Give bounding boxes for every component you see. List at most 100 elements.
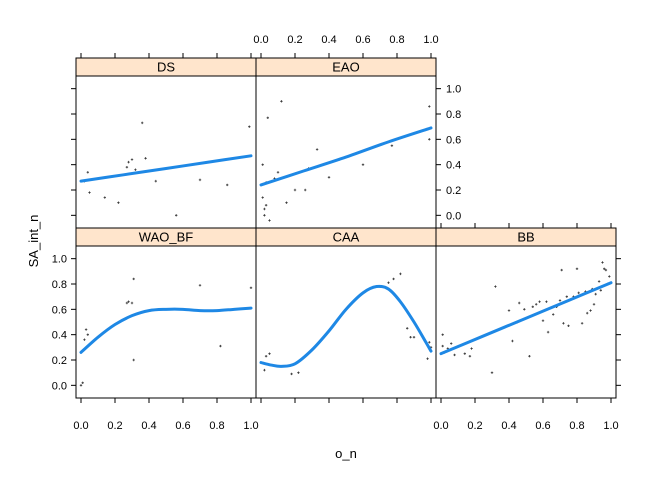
data-point-eao-11 [285, 201, 288, 204]
data-point-bb-39 [594, 292, 597, 296]
x-tick-label-bottom-c2-4: 0.8 [569, 420, 584, 432]
data-point-bb-18 [535, 303, 538, 306]
x-tick-label-bottom-c0-4: 0.8 [209, 420, 224, 432]
data-point-caa-0 [263, 368, 266, 372]
data-point-ds-1 [86, 171, 89, 174]
x-tick-label-bottom-c0-3: 0.6 [175, 420, 190, 432]
data-point-bb-5 [453, 353, 456, 357]
data-point-ds-2 [88, 191, 91, 194]
data-point-bb-10 [494, 285, 497, 288]
y-tick-label-right-5: 1.0 [446, 84, 461, 96]
data-point-bb-42 [601, 261, 604, 264]
x-tick-label-top-2: 0.4 [321, 34, 336, 46]
panel-wao_bf [75, 245, 257, 399]
data-point-bb-0 [441, 333, 444, 336]
data-point-wao_bf-12 [249, 286, 253, 289]
data-point-bb-41 [599, 289, 602, 292]
data-point-bb-29 [567, 324, 570, 327]
data-point-eao-19 [390, 144, 394, 147]
data-point-caa-4 [297, 371, 300, 374]
data-point-eao-3 [263, 214, 266, 217]
data-point-wao_bf-6 [127, 300, 130, 303]
data-point-ds-3 [103, 196, 106, 199]
data-point-caa-3 [290, 372, 293, 376]
data-point-eao-15 [315, 148, 319, 151]
data-point-ds-14 [226, 183, 229, 187]
y-tick-label-left-0: 0.0 [52, 380, 67, 392]
data-point-bb-9 [490, 371, 494, 374]
strip-label-eao: EAO [332, 60, 359, 75]
x-tick-label-top-0: 0.0 [253, 34, 268, 46]
y-tick-label-left-2: 0.4 [52, 330, 67, 342]
data-point-wao_bf-10 [198, 284, 202, 287]
x-tick-label-bottom-c2-1: 0.2 [467, 420, 482, 432]
data-point-bb-31 [575, 267, 579, 270]
data-point-eao-7 [268, 219, 271, 222]
data-point-ds-12 [175, 214, 178, 217]
data-point-bb-38 [592, 303, 596, 306]
data-point-wao_bf-11 [219, 344, 222, 348]
y-tick-label-left-5: 1.0 [52, 254, 67, 266]
data-point-bb-11 [507, 309, 511, 312]
data-point-bb-22 [546, 330, 550, 334]
data-point-eao-2 [263, 207, 266, 211]
x-tick-label-top-3: 0.6 [355, 34, 370, 46]
x-tick-label-bottom-c0-1: 0.2 [107, 420, 122, 432]
data-point-caa-8 [399, 272, 402, 276]
data-point-bb-27 [562, 322, 565, 325]
data-point-caa-1 [264, 355, 268, 358]
data-point-bb-36 [589, 309, 592, 312]
data-point-ds-8 [134, 168, 137, 171]
data-point-ds-5 [125, 166, 129, 169]
data-point-eao-16 [327, 176, 331, 179]
x-tick-label-top-1: 0.2 [287, 34, 302, 46]
panel-bb [435, 245, 617, 399]
y-tick-label-right-0: 0.0 [446, 210, 461, 222]
panel-caa [255, 245, 437, 399]
x-axis-title: o_n [335, 446, 357, 461]
data-point-bb-7 [468, 355, 472, 358]
data-point-caa-12 [426, 357, 429, 360]
data-point-bb-19 [538, 300, 541, 303]
data-point-bb-21 [545, 300, 548, 303]
data-point-bb-1 [441, 344, 444, 348]
data-point-bb-46 [608, 275, 611, 278]
data-point-bb-15 [523, 308, 526, 311]
data-point-eao-9 [276, 171, 280, 174]
data-point-bb-40 [597, 280, 601, 283]
fit-line-bb [439, 281, 613, 356]
panel-eao [255, 75, 437, 229]
x-tick-label-bottom-c2-3: 0.6 [535, 420, 550, 432]
data-point-bb-43 [603, 267, 606, 270]
data-point-caa-9 [406, 327, 409, 330]
data-point-ds-9 [141, 121, 144, 125]
data-point-eao-18 [361, 163, 365, 166]
data-point-bb-35 [586, 311, 589, 315]
data-point-bb-26 [560, 268, 563, 272]
data-point-bb-16 [528, 355, 531, 358]
data-point-wao_bf-0 [79, 384, 83, 387]
x-tick-label-bottom-c0-5: 1.0 [243, 420, 258, 432]
data-point-wao_bf-2 [83, 338, 86, 341]
data-point-ds-13 [198, 178, 202, 182]
fit-line-eao [259, 126, 433, 187]
x-tick-label-bottom-c2-5: 1.0 [603, 420, 618, 432]
y-tick-label-right-3: 0.6 [446, 134, 461, 146]
y-axis-title: SA_int_n [26, 215, 41, 268]
data-point-wao_bf-5 [125, 301, 129, 305]
y-tick-label-left-4: 0.8 [52, 279, 67, 291]
data-point-wao_bf-1 [81, 381, 84, 384]
data-point-caa-11 [412, 336, 416, 339]
x-tick-label-bottom-c2-0: 0.0 [433, 420, 448, 432]
fit-line-ds [79, 154, 253, 183]
data-point-bb-23 [552, 313, 555, 316]
data-point-ds-15 [248, 125, 251, 128]
data-point-wao_bf-7 [130, 301, 134, 305]
data-point-bb-4 [450, 342, 453, 345]
x-tick-label-bottom-c0-0: 0.0 [73, 420, 88, 432]
x-tick-label-top-5: 1.0 [423, 34, 438, 46]
data-point-eao-10 [280, 100, 283, 103]
y-tick-label-left-1: 0.2 [52, 355, 67, 367]
data-point-wao_bf-4 [86, 333, 89, 336]
